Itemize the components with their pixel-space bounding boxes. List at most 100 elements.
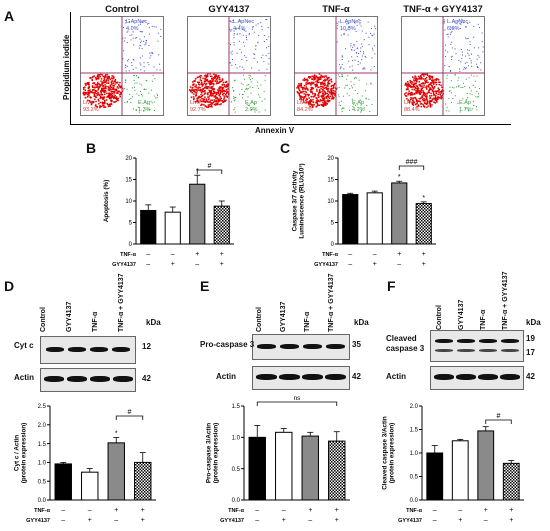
treatment-sign: + xyxy=(141,507,145,514)
significance-bracket xyxy=(115,415,144,420)
treatment-sign: – xyxy=(114,517,118,524)
panel-label-a: A xyxy=(4,8,15,24)
bar xyxy=(391,182,408,245)
treatment-sign: – xyxy=(433,517,437,524)
treatment-sign: + xyxy=(509,507,513,514)
quadrant-value: 6.9% xyxy=(447,26,460,32)
quadrant-label: Live xyxy=(404,100,414,106)
y-axis-title: Pro-caspase 3/Actin(protein expression) xyxy=(205,423,219,484)
kda-value: 42 xyxy=(352,372,361,381)
flow-plot-title: GYY4137 xyxy=(208,4,250,15)
significance-star: * xyxy=(398,174,401,181)
treatment-label-tnf: TNF-α xyxy=(34,508,51,514)
y-tick-label: 1.5 xyxy=(410,428,419,434)
treatment-sign: + xyxy=(335,517,339,524)
kda-value: 42 xyxy=(142,374,151,383)
significance-ns: ns xyxy=(294,395,302,402)
blot-actin-d xyxy=(40,368,136,392)
treatment-sign: – xyxy=(61,507,65,514)
flow-plot-title: Control xyxy=(105,4,139,15)
treatment-sign: – xyxy=(255,517,259,524)
blot-cytc xyxy=(40,336,136,364)
y-axis-title: Caspase 3/7 ActivityLuminescence (RLUx10… xyxy=(291,163,305,238)
treatment-label-gyy: GYY4137 xyxy=(220,518,244,524)
bar xyxy=(502,462,520,501)
treatment-label-gyy: GYY4137 xyxy=(314,262,338,268)
chart-cytc: 0.0 0.5 1.0 1.5 2.0 2.5 Cyt c / Actin(protein … xyxy=(13,404,156,524)
quadrant-label: L.ApNec xyxy=(126,19,147,25)
chart-cleaved-caspase: 0.0 0.5 1.0 1.5 2.0 Cleaved caspase 3/Actin(p… xyxy=(381,404,524,524)
treatment-sign: – xyxy=(146,261,150,268)
blot-cleaved-caspase xyxy=(430,330,524,362)
treatment-sign: + xyxy=(308,507,312,514)
chart-procaspase: 0.0 0.5 1.0 1.5 Pro-caspase 3/Actin(protein … xyxy=(205,395,350,524)
bar xyxy=(189,183,206,245)
lane-label: TNF-α + GYY4137 xyxy=(502,271,509,330)
quadrant-value: 88.4% xyxy=(404,107,420,113)
y-tick-label: 2.5 xyxy=(38,404,47,410)
treatment-sign: + xyxy=(220,251,224,258)
bar xyxy=(328,440,346,501)
treatment-sign: – xyxy=(61,517,65,524)
treatment-sign: – xyxy=(195,261,199,268)
treatment-sign: – xyxy=(484,517,488,524)
blot-label-actin: Actin xyxy=(216,372,236,381)
treatment-label-gyy: GYY4137 xyxy=(398,518,422,524)
treatment-sign: + xyxy=(88,517,92,524)
bar xyxy=(81,471,99,501)
treatment-sign: – xyxy=(348,251,352,258)
blot-label-cleaved: Cleaved caspase 3 xyxy=(386,334,425,353)
treatment-label-gyy: GYY4137 xyxy=(26,518,50,524)
significance-bracket xyxy=(398,165,425,170)
kda-value: 12 xyxy=(142,342,151,351)
treatment-sign: + xyxy=(282,517,286,524)
quadrant-label: Live xyxy=(190,100,200,106)
blot-procaspase xyxy=(252,334,350,360)
treatment-sign: + xyxy=(422,261,426,268)
kda-value: 35 xyxy=(352,340,361,349)
quadrant-value: 2.0% xyxy=(245,107,258,113)
quadrant-value: 93.2% xyxy=(83,107,99,113)
treatment-sign: + xyxy=(195,251,199,258)
blot-actin-e xyxy=(252,366,350,390)
bar xyxy=(54,463,72,501)
treatment-label-gyy: GYY4137 xyxy=(112,262,136,268)
y-tick-label: 0.0 xyxy=(38,498,47,504)
quadrant-label: Live xyxy=(297,100,307,106)
treatment-label-tnf: TNF-α xyxy=(322,252,339,258)
bar xyxy=(140,209,157,245)
treatment-sign: + xyxy=(220,261,224,268)
quadrant-label: E.Ap xyxy=(245,100,257,106)
bar xyxy=(275,431,293,501)
y-tick-label: 10 xyxy=(327,199,334,205)
treatment-sign: – xyxy=(146,251,150,258)
blot-label-actin: Actin xyxy=(14,373,34,382)
flow-panel: Propidium iodide Annexin V Control L.ApNe… xyxy=(50,4,550,142)
panel-label-b: B xyxy=(86,140,97,156)
kda-label: kDa xyxy=(146,318,161,327)
quadrant-value: 4.2% xyxy=(352,107,365,113)
significance-hash: # xyxy=(497,413,501,420)
kda-value: 19 xyxy=(526,334,535,343)
lane-label: GYY4137 xyxy=(458,299,465,330)
y-tick-label: 0 xyxy=(331,242,335,248)
y-tick-label: 15 xyxy=(125,178,132,184)
y-tick-label: 1.0 xyxy=(38,461,47,467)
lane-label: TNF-α xyxy=(304,311,311,332)
y-tick-label: 5 xyxy=(331,221,335,227)
significance-bracket xyxy=(196,169,223,174)
y-tick-label: 1.0 xyxy=(410,451,419,457)
lane-label: TNF-α xyxy=(480,309,487,330)
kda-label: kDa xyxy=(354,318,369,327)
treatment-sign: + xyxy=(373,261,377,268)
treatment-sign: – xyxy=(88,507,92,514)
treatment-sign: + xyxy=(171,261,175,268)
y-tick-label: 20 xyxy=(327,156,334,162)
blot-panel-f: Control GYY4137 TNF-α TNF-α + GYY4137 kD… xyxy=(386,271,550,392)
treatment-sign: + xyxy=(141,517,145,524)
quadrant-value: 1.7% xyxy=(459,107,472,113)
kda-value: 42 xyxy=(526,372,535,381)
